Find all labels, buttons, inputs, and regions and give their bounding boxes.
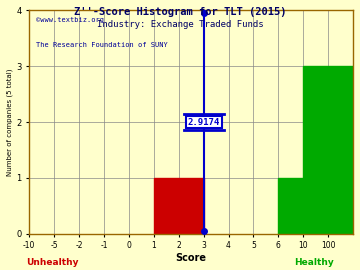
Text: Industry: Exchange Traded Funds: Industry: Exchange Traded Funds <box>97 20 263 29</box>
Text: Healthy: Healthy <box>294 258 334 267</box>
Text: Unhealthy: Unhealthy <box>26 258 78 267</box>
Text: The Research Foundation of SUNY: The Research Foundation of SUNY <box>36 42 167 48</box>
Text: Z''-Score Histogram for TLT (2015): Z''-Score Histogram for TLT (2015) <box>74 7 286 17</box>
Y-axis label: Number of companies (5 total): Number of companies (5 total) <box>7 68 13 176</box>
Text: ©www.textbiz.org: ©www.textbiz.org <box>36 17 104 23</box>
Bar <box>154 178 204 234</box>
Text: 2.9174: 2.9174 <box>188 117 220 127</box>
Bar <box>278 178 303 234</box>
Bar <box>303 66 353 234</box>
X-axis label: Score: Score <box>176 253 207 263</box>
